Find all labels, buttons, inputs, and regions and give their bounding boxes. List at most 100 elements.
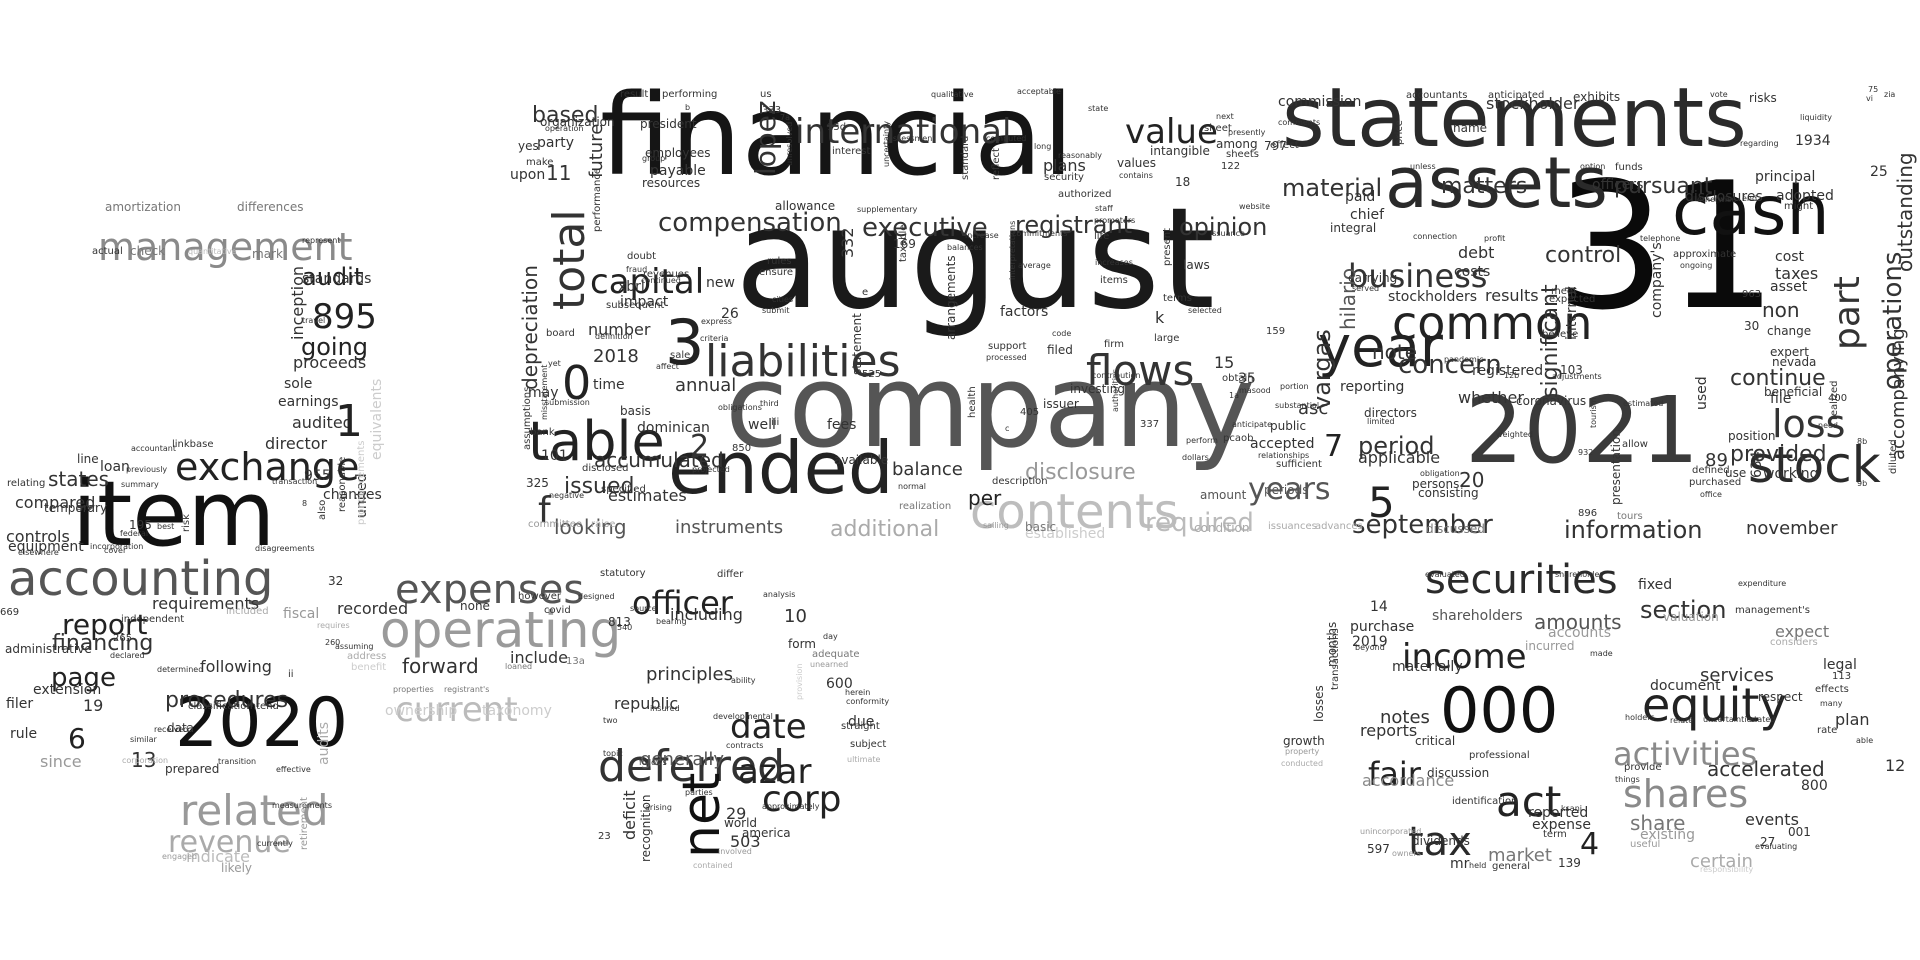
- word: cost: [1775, 249, 1805, 265]
- word: present: [1162, 227, 1173, 266]
- word: expected: [1549, 294, 1596, 305]
- word: value: [1125, 112, 1218, 152]
- word: compared: [15, 493, 96, 512]
- word: processed: [986, 353, 1027, 362]
- word: valuation: [1663, 610, 1719, 624]
- word: use: [1725, 466, 1747, 480]
- word: date: [730, 707, 807, 747]
- word: ii: [288, 669, 294, 680]
- word: forward: [402, 654, 479, 678]
- word: procedures: [165, 688, 289, 713]
- word: 600: [826, 676, 853, 692]
- word: anticipated: [1488, 90, 1545, 101]
- word: loaned: [505, 662, 533, 671]
- word: travel: [302, 316, 326, 325]
- word: make: [526, 157, 554, 168]
- word: certain: [1690, 851, 1753, 872]
- word: specified: [601, 484, 646, 495]
- word: unless: [1410, 162, 1436, 171]
- word: looking: [554, 515, 627, 539]
- word: obligation: [1420, 469, 1460, 478]
- word: realization: [899, 501, 952, 512]
- word: compensation: [658, 208, 842, 238]
- word: rule: [10, 726, 38, 742]
- word: effect: [1270, 140, 1299, 151]
- word: critical: [1415, 734, 1456, 748]
- word: performing: [662, 89, 718, 100]
- word: purchased: [1689, 477, 1742, 488]
- word: contribution: [1092, 371, 1141, 380]
- word: 15d: [827, 122, 847, 133]
- word: selected: [1188, 306, 1222, 315]
- word: contents: [970, 484, 1179, 540]
- word: weighted: [1496, 430, 1533, 439]
- word: management's: [1735, 605, 1810, 616]
- word: comments: [1278, 118, 1321, 127]
- word: differ: [717, 569, 744, 580]
- word: herein: [845, 688, 871, 697]
- word: funds: [1615, 162, 1643, 173]
- word: deferred: [598, 741, 785, 792]
- word: option: [1580, 162, 1606, 171]
- word: security: [1044, 172, 1084, 183]
- word: 4: [1580, 827, 1600, 862]
- word: benefit: [351, 662, 387, 673]
- word: going: [301, 333, 369, 361]
- word: estimated: [1623, 399, 1664, 408]
- word: professional: [1469, 750, 1530, 761]
- word: reported: [1528, 805, 1589, 821]
- word: federal: [120, 529, 149, 538]
- word: conformity: [846, 697, 890, 706]
- word: 103: [1560, 363, 1583, 377]
- word: shareholder: [1555, 570, 1603, 579]
- word: c: [1005, 424, 1010, 433]
- word: topic: [603, 749, 623, 758]
- word: periods: [1264, 483, 1309, 497]
- word: expenditure: [1738, 579, 1787, 588]
- word: 1a: [1229, 391, 1239, 400]
- word: change: [1767, 324, 1812, 338]
- word: third: [760, 399, 779, 408]
- word: 89: [1705, 450, 1728, 471]
- word: holders: [1625, 713, 1655, 722]
- word: 932: [1578, 448, 1594, 457]
- word: loss: [1772, 402, 1846, 446]
- word: k: [1155, 308, 1165, 327]
- word: growth: [1283, 734, 1325, 748]
- word: 11: [546, 161, 572, 185]
- word: administrative: [5, 642, 92, 656]
- word: ksani: [1561, 804, 1582, 813]
- word: definition: [595, 332, 633, 341]
- word: 26: [721, 306, 739, 322]
- word: integral: [1330, 221, 1377, 235]
- word: developmental: [713, 712, 773, 721]
- word: general: [1492, 861, 1531, 872]
- word: expenses: [395, 567, 585, 613]
- word: considers: [1770, 637, 1818, 648]
- word: november: [1746, 518, 1838, 539]
- word: 31: [1555, 146, 1778, 349]
- word: whether: [1458, 388, 1524, 407]
- word: august: [735, 178, 1215, 341]
- word: balances: [947, 243, 983, 252]
- word: 797: [1264, 139, 1287, 153]
- word: provided: [1730, 442, 1827, 467]
- word: received: [154, 725, 189, 734]
- word: continue: [1730, 366, 1826, 391]
- word: useful: [1630, 839, 1661, 850]
- word: source: [630, 604, 657, 613]
- word: promoters: [1094, 216, 1136, 225]
- word: 001: [1788, 825, 1811, 839]
- word: state: [1088, 104, 1109, 113]
- word: elsewhere: [18, 548, 59, 557]
- word: estimates: [608, 486, 687, 505]
- word: september: [1352, 510, 1493, 540]
- word: section: [1640, 596, 1727, 624]
- word: disclosed: [582, 463, 629, 474]
- word: table: [528, 410, 665, 473]
- word: rules: [767, 256, 792, 267]
- word: 3: [665, 306, 705, 379]
- word: otherwise: [1697, 195, 1737, 204]
- word: independent: [121, 614, 185, 625]
